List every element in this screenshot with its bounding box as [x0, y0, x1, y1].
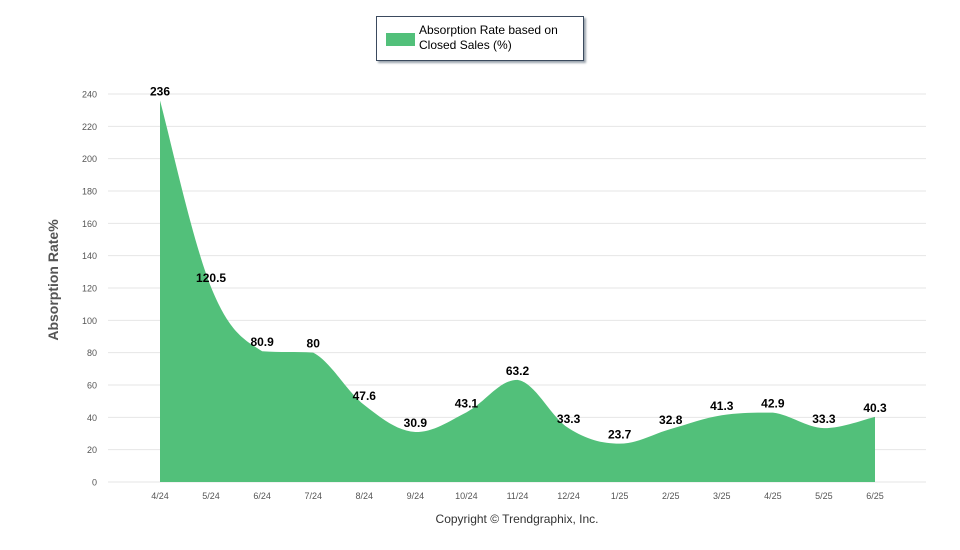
y-tick-label: 200 [82, 154, 97, 164]
legend: Absorption Rate based on Closed Sales (%… [376, 16, 584, 61]
x-tick-label: 5/24 [202, 491, 220, 501]
area-fill [160, 100, 875, 482]
y-tick-label: 100 [82, 316, 97, 326]
data-label: 43.1 [455, 396, 479, 410]
y-tick-label: 0 [92, 478, 97, 488]
data-label: 47.6 [353, 389, 377, 403]
area-series [160, 100, 875, 482]
x-axis-ticks: 4/24 5/24 6/24 7/24 8/24 9/24 10/24 11/24 12/24 1… [151, 491, 884, 501]
y-axis-title: Absorption Rate% [45, 219, 61, 341]
y-tick-label: 80 [87, 348, 97, 358]
data-label: 236 [150, 84, 170, 98]
y-tick-label: 40 [87, 413, 97, 423]
y-tick-label: 180 [82, 187, 97, 197]
data-label: 120.5 [196, 271, 226, 285]
data-label: 30.9 [404, 416, 428, 430]
y-tick-label: 160 [82, 219, 97, 229]
x-tick-label: 7/24 [304, 491, 322, 501]
x-tick-label: 1/25 [611, 491, 629, 501]
x-tick-label: 2/25 [662, 491, 680, 501]
x-tick-label: 10/24 [455, 491, 478, 501]
y-tick-label: 140 [82, 251, 97, 261]
y-tick-label: 240 [82, 90, 97, 100]
y-tick-label: 120 [82, 284, 97, 294]
x-tick-label: 6/25 [866, 491, 884, 501]
data-label: 41.3 [710, 399, 734, 413]
data-label: 33.3 [812, 412, 836, 426]
data-label: 23.7 [608, 428, 632, 442]
data-label: 80 [307, 337, 321, 351]
data-label: 63.2 [506, 364, 530, 378]
y-tick-label: 220 [82, 122, 97, 132]
copyright-text: Copyright © Trendgraphix, Inc. [435, 512, 599, 526]
x-tick-label: 11/24 [507, 491, 529, 501]
data-label: 80.9 [250, 335, 274, 349]
data-label: 33.3 [557, 412, 581, 426]
data-labels: 236 120.5 80.9 80 47.6 30.9 43.1 63.2 33.3 23.7 32… [150, 84, 887, 441]
legend-swatch [386, 33, 415, 46]
data-label: 40.3 [863, 401, 887, 415]
x-tick-label: 8/24 [356, 491, 374, 501]
x-tick-label: 5/25 [815, 491, 833, 501]
x-tick-label: 12/24 [557, 491, 580, 501]
data-label: 42.9 [761, 397, 785, 411]
y-tick-label: 20 [87, 445, 97, 455]
data-label: 32.8 [659, 413, 683, 427]
y-tick-label: 60 [87, 381, 97, 391]
legend-label: Absorption Rate based on Closed Sales (%… [419, 23, 558, 52]
x-tick-label: 9/24 [407, 491, 425, 501]
x-tick-label: 3/25 [713, 491, 731, 501]
x-tick-label: 4/25 [764, 491, 782, 501]
x-tick-label: 4/24 [151, 491, 169, 501]
y-axis-ticks: 0 20 40 60 80 100 120 140 160 180 200 220 240 [82, 90, 97, 488]
x-tick-label: 6/24 [253, 491, 271, 501]
